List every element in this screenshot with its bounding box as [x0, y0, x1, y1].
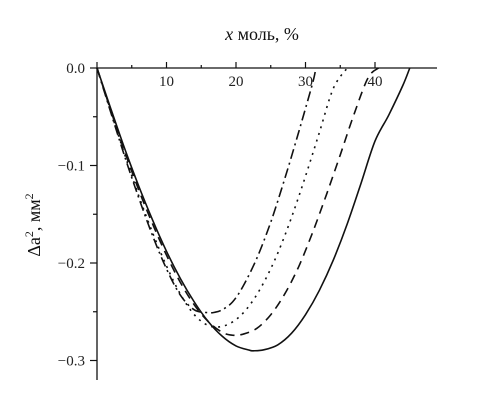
- series-line-solid: [96, 67, 411, 352]
- x-tick-label: 10: [159, 74, 174, 90]
- x-tick-label: 30: [298, 74, 313, 90]
- y-tick-label: −0.2: [58, 256, 85, 272]
- x-tick-label: 40: [368, 74, 383, 90]
- series-line-dashdot: [96, 67, 317, 314]
- y-tick-label: 0.0: [66, 61, 85, 77]
- y-axis-title-sup: 2: [22, 231, 36, 237]
- series-line-dotted: [96, 67, 348, 328]
- series-group: [96, 67, 411, 352]
- axes: 10 20 30 40 0.0 −0.1 −0.2 −0.3: [58, 61, 437, 380]
- y-tick-label: −0.3: [58, 354, 85, 370]
- y-axis-title: Δa2, мм2: [22, 193, 44, 256]
- series-line-dashed: [96, 67, 380, 337]
- x-axis-title: x моль, %: [224, 24, 299, 44]
- y-axis-title-units: , мм: [24, 199, 44, 231]
- x-axis-title-rest: моль, %: [233, 24, 299, 44]
- y-tick-label: −0.1: [58, 159, 85, 175]
- x-axis-title-var: x: [224, 24, 233, 44]
- y-axis-title-base: Δa: [24, 237, 44, 257]
- x-tick-label: 20: [229, 74, 244, 90]
- y-axis-title-units-sup: 2: [22, 193, 36, 199]
